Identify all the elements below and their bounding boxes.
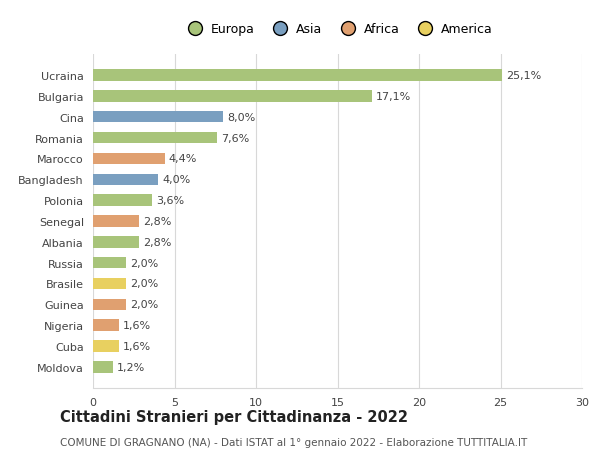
Bar — [93, 341, 119, 352]
Text: Cittadini Stranieri per Cittadinanza - 2022: Cittadini Stranieri per Cittadinanza - 2… — [60, 409, 408, 425]
Text: 3,6%: 3,6% — [156, 196, 184, 206]
Text: 2,8%: 2,8% — [143, 237, 171, 247]
Text: COMUNE DI GRAGNANO (NA) - Dati ISTAT al 1° gennaio 2022 - Elaborazione TUTTITALI: COMUNE DI GRAGNANO (NA) - Dati ISTAT al … — [60, 437, 527, 448]
Text: 4,4%: 4,4% — [169, 154, 197, 164]
Bar — [93, 153, 165, 165]
Bar — [93, 91, 372, 102]
Text: 7,6%: 7,6% — [221, 133, 249, 143]
Text: 2,8%: 2,8% — [143, 217, 171, 226]
Text: 2,0%: 2,0% — [130, 300, 158, 310]
Bar — [93, 174, 158, 185]
Bar — [93, 361, 113, 373]
Text: 17,1%: 17,1% — [376, 92, 411, 102]
Bar — [93, 70, 502, 82]
Text: 1,6%: 1,6% — [123, 341, 151, 351]
Bar — [93, 299, 125, 310]
Text: 1,2%: 1,2% — [116, 362, 145, 372]
Text: 8,0%: 8,0% — [227, 112, 256, 123]
Bar — [93, 133, 217, 144]
Text: 1,6%: 1,6% — [123, 320, 151, 330]
Legend: Europa, Asia, Africa, America: Europa, Asia, Africa, America — [178, 18, 497, 41]
Bar — [93, 257, 125, 269]
Text: 2,0%: 2,0% — [130, 258, 158, 268]
Bar — [93, 320, 119, 331]
Bar — [93, 236, 139, 248]
Bar — [93, 278, 125, 290]
Bar — [93, 195, 152, 207]
Text: 4,0%: 4,0% — [162, 175, 191, 185]
Text: 2,0%: 2,0% — [130, 279, 158, 289]
Text: 25,1%: 25,1% — [506, 71, 541, 81]
Bar — [93, 112, 223, 123]
Bar — [93, 216, 139, 227]
